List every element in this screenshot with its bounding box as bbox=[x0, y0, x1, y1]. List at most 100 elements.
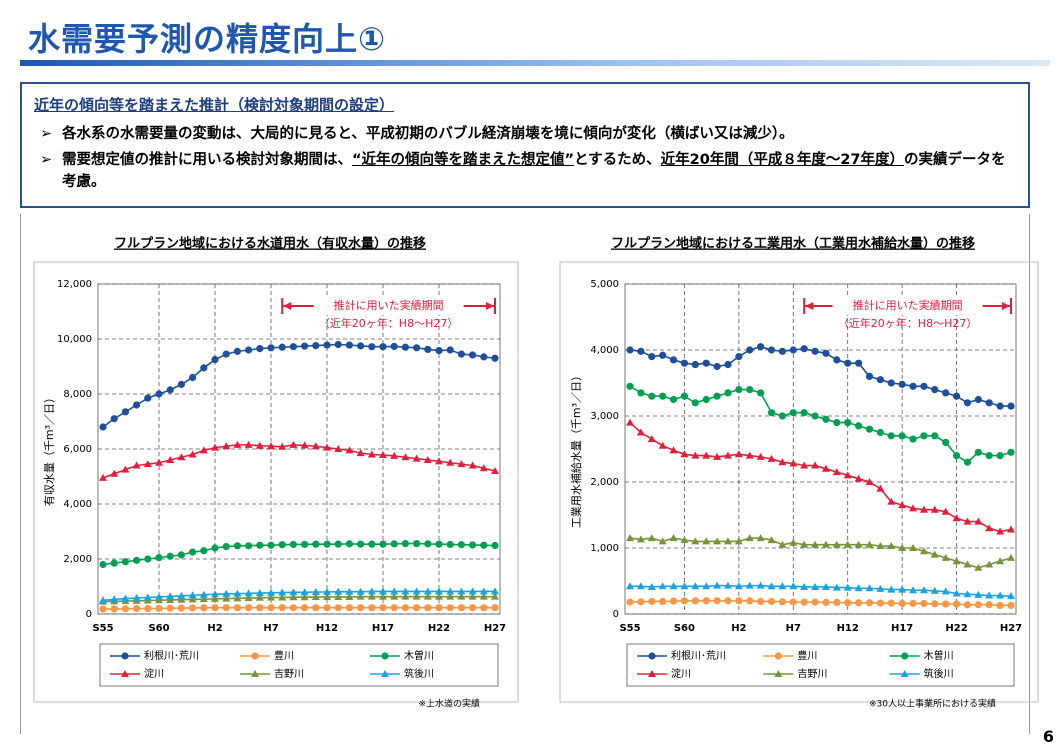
arrow-head bbox=[805, 302, 814, 310]
data-point bbox=[723, 537, 732, 545]
data-point bbox=[811, 347, 819, 355]
data-point bbox=[144, 555, 152, 563]
data-point bbox=[177, 551, 185, 559]
data-point bbox=[491, 541, 499, 550]
data-point bbox=[919, 586, 928, 594]
data-point bbox=[789, 346, 797, 354]
bullet-list: 各水系の水需要量の変動は、大局的に見ると、平成初期のバブル経済崩壊を境に傾向が変… bbox=[34, 123, 1016, 193]
data-point bbox=[222, 350, 230, 358]
data-point bbox=[211, 604, 219, 612]
data-point bbox=[669, 597, 678, 605]
data-point bbox=[166, 595, 175, 603]
data-point bbox=[985, 591, 994, 599]
data-point bbox=[233, 542, 241, 550]
legend-marker bbox=[121, 670, 129, 677]
y-tick-label: 4,000 bbox=[590, 345, 619, 356]
data-point bbox=[289, 593, 298, 601]
data-point bbox=[334, 604, 342, 612]
data-point bbox=[200, 604, 208, 612]
data-point bbox=[996, 591, 1005, 599]
data-point bbox=[278, 593, 287, 601]
data-point bbox=[491, 592, 499, 600]
data-point bbox=[746, 597, 754, 605]
data-point bbox=[778, 347, 787, 355]
data-point bbox=[669, 356, 678, 364]
data-point bbox=[435, 346, 443, 355]
data-point bbox=[626, 346, 634, 354]
data-point bbox=[745, 451, 754, 459]
annotation-text: 推計に用いた実績期間 bbox=[853, 298, 963, 312]
data-point bbox=[457, 350, 465, 358]
data-point bbox=[177, 604, 185, 612]
data-point bbox=[121, 558, 129, 566]
data-point bbox=[876, 484, 885, 492]
x-tick-label: H12 bbox=[837, 623, 859, 634]
data-point bbox=[368, 343, 376, 351]
data-point bbox=[480, 604, 488, 612]
data-point bbox=[702, 597, 710, 605]
series bbox=[99, 440, 499, 481]
data-point bbox=[121, 408, 129, 416]
data-point bbox=[345, 587, 354, 595]
data-point bbox=[435, 457, 443, 465]
data-point bbox=[952, 589, 961, 597]
data-point bbox=[301, 540, 309, 549]
data-point bbox=[800, 598, 808, 606]
data-point bbox=[844, 599, 852, 607]
data-point bbox=[1007, 402, 1015, 410]
summary-box: 近年の傾向等を踏まえた推計（検討対象期間の設定） 各水系の水需要量の変動は、大局… bbox=[20, 82, 1030, 208]
data-point bbox=[480, 541, 488, 549]
data-point bbox=[222, 442, 231, 450]
bullet-text: 需要想定値の推計に用いる検討対象期間は、 bbox=[62, 152, 352, 168]
data-point bbox=[713, 362, 721, 371]
data-point bbox=[843, 471, 852, 479]
series bbox=[626, 418, 1015, 535]
data-point bbox=[99, 605, 107, 613]
data-point bbox=[778, 412, 787, 420]
summary-heading: 近年の傾向等を踏まえた推計（検討対象期間の設定） bbox=[34, 96, 395, 114]
data-point bbox=[390, 587, 399, 595]
y-tick-label: 10,000 bbox=[57, 334, 92, 345]
data-point bbox=[626, 418, 634, 426]
data-point bbox=[300, 441, 309, 449]
data-point bbox=[963, 399, 972, 407]
data-point bbox=[166, 592, 175, 600]
data-point bbox=[356, 592, 365, 600]
data-point bbox=[647, 582, 656, 590]
data-point bbox=[876, 428, 884, 437]
page-number: 6 bbox=[1042, 727, 1054, 746]
data-point bbox=[133, 556, 141, 564]
data-point bbox=[222, 594, 231, 602]
data-point bbox=[898, 501, 907, 509]
data-point bbox=[800, 345, 808, 353]
data-point bbox=[876, 584, 885, 592]
bullet: 各水系の水需要量の変動は、大局的に見ると、平成初期のバブル経済崩壊を境に傾向が変… bbox=[34, 123, 1016, 145]
series bbox=[626, 382, 1015, 466]
data-point bbox=[942, 389, 950, 397]
y-tick-label: 6,000 bbox=[63, 444, 92, 455]
data-point bbox=[222, 604, 230, 612]
data-point bbox=[931, 386, 939, 394]
data-point bbox=[637, 347, 645, 355]
data-point bbox=[211, 356, 219, 364]
data-point bbox=[898, 380, 906, 388]
data-point bbox=[702, 451, 711, 459]
data-point bbox=[423, 456, 432, 463]
data-point bbox=[669, 582, 678, 590]
data-point bbox=[724, 360, 732, 369]
chart-title: フルプラン地域における工業用水（工業用水補給水量）の推移 bbox=[611, 236, 975, 252]
data-point bbox=[334, 340, 342, 349]
data-point bbox=[767, 346, 776, 354]
arrow-head bbox=[1002, 302, 1010, 310]
data-point bbox=[942, 600, 950, 608]
plot-area bbox=[624, 283, 1017, 615]
legend-marker bbox=[381, 670, 389, 677]
data-point bbox=[379, 451, 387, 459]
data-point bbox=[267, 593, 275, 601]
data-point bbox=[636, 535, 645, 543]
data-point bbox=[909, 504, 918, 512]
data-point bbox=[865, 584, 874, 592]
data-point bbox=[974, 448, 982, 456]
y-tick-label: 5,000 bbox=[590, 279, 619, 290]
